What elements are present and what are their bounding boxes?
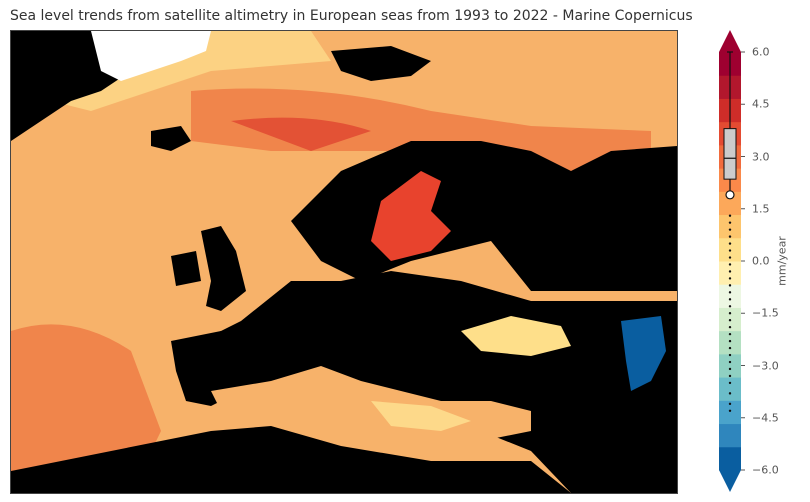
boxplot-outlier-point xyxy=(728,214,732,217)
colorbar-segment xyxy=(719,214,741,239)
sea-level-map xyxy=(10,30,678,494)
boxplot-outlier-point xyxy=(728,221,732,224)
colorbar: 6.0 4.5 3.0 1.5 0.0 −1.5 −3.0 −4.5 −6.0 mm/year xyxy=(700,30,810,492)
boxplot-outlier-point xyxy=(728,392,732,395)
eastern-mediterranean-low-trend xyxy=(371,401,471,431)
boxplot-outlier-point xyxy=(728,263,732,266)
colorbar-segment xyxy=(719,284,741,308)
colorbar-units-label: mm/year xyxy=(775,236,789,286)
boxplot-outlier-point xyxy=(728,242,732,245)
colorbar-min-extension-arrow xyxy=(719,470,741,492)
colorbar-segment xyxy=(719,423,741,448)
boxplot-outlier-point xyxy=(728,360,732,364)
colorbar-segment xyxy=(719,400,741,425)
colorbar-graphic xyxy=(719,30,745,492)
colorbar-max-extension-arrow xyxy=(719,30,741,52)
svalbard-landmass xyxy=(331,46,431,81)
boxplot-outlier-point xyxy=(728,367,732,371)
boxplot-outlier-point xyxy=(728,374,732,378)
boxplot-outlier-point xyxy=(728,228,732,231)
north-africa-landmass xyxy=(11,426,571,493)
colorbar-tick-label: 0.0 xyxy=(752,254,770,268)
boxplot-outlier-point xyxy=(728,319,732,322)
boxplot-outlier-point xyxy=(728,325,732,329)
baltic-sea xyxy=(371,171,451,261)
boxplot-mean-marker xyxy=(725,190,735,200)
colorbar-segment xyxy=(719,330,741,355)
boxplot-outlier-point xyxy=(728,298,732,301)
colorbar-tick-label: 3.0 xyxy=(752,150,770,163)
great-britain-landmass xyxy=(201,226,246,311)
boxplot-outlier-point xyxy=(728,256,732,259)
colorbar-segment xyxy=(719,191,741,216)
black-sea xyxy=(461,316,571,356)
map-canvas xyxy=(11,31,677,493)
colorbar-tick-label: −3.0 xyxy=(752,359,779,372)
colorbar-tick-label: −1.5 xyxy=(752,306,779,320)
greenland-ice xyxy=(91,31,211,81)
boxplot-outlier-point xyxy=(728,291,732,294)
caspian-sea xyxy=(621,316,666,391)
boxplot-outlier-point xyxy=(728,381,732,385)
mediterranean-sea xyxy=(211,366,531,451)
colorbar-tick-label: 4.5 xyxy=(752,97,770,111)
boxplot-outlier-point xyxy=(728,402,732,406)
boxplot-outlier-point xyxy=(728,270,732,273)
boxplot-outlier-point xyxy=(728,346,732,350)
boxplot-outlier-point xyxy=(728,284,732,287)
boxplot-outlier-point xyxy=(728,312,732,315)
boxplot-outlier-point xyxy=(728,249,732,252)
iceland-landmass xyxy=(151,126,191,151)
ireland-landmass xyxy=(171,251,201,286)
boxplot-outlier-point xyxy=(728,305,732,308)
colorbar-segment xyxy=(719,377,741,401)
colorbar-tick-label: 1.5 xyxy=(752,202,770,216)
chart-title: Sea level trends from satellite altimetr… xyxy=(10,8,693,24)
iberia-landmass xyxy=(171,331,251,406)
boxplot-outlier-point xyxy=(728,339,732,343)
colorbar-segment xyxy=(719,446,741,471)
boxplot-outlier-point xyxy=(728,277,732,280)
colorbar-segment xyxy=(719,261,741,285)
boxplot-box xyxy=(723,128,737,180)
colorbar-tick-label: 6.0 xyxy=(752,45,770,59)
colorbar-segment xyxy=(719,353,741,378)
boxplot-outlier-point xyxy=(728,353,732,357)
boxplot-outlier-point xyxy=(728,332,732,336)
boxplot-outlier-point xyxy=(728,409,732,412)
boxplot-outlier-point xyxy=(728,235,732,238)
colorbar-tick-label: −6.0 xyxy=(752,463,779,477)
colorbar-tick-label: −4.5 xyxy=(752,411,779,425)
